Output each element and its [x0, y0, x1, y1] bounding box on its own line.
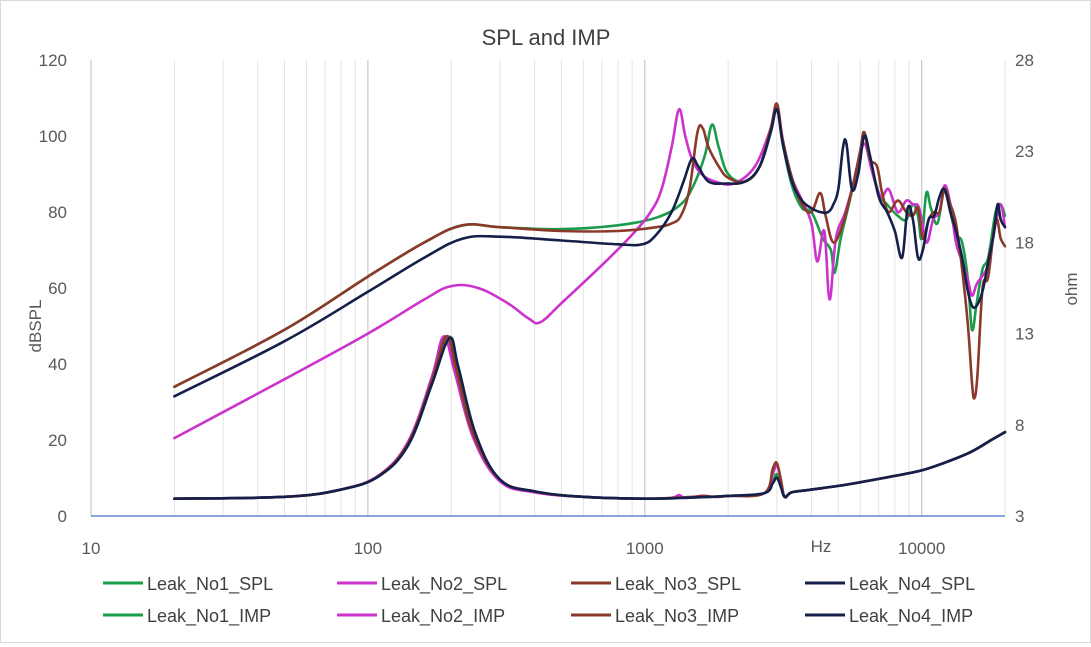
- x-tick-label: 1000: [626, 539, 664, 558]
- legend-label: Leak_No4_IMP: [849, 606, 973, 627]
- series-line-leak-no1-spl: [173, 104, 1007, 389]
- y-tick-label: 40: [48, 355, 67, 374]
- y2-tick-label: 3: [1015, 507, 1024, 526]
- legend: Leak_No1_SPL Leak_No2_SPL Leak_No3_SPL Leak…: [103, 574, 975, 627]
- axes: 10 100 1000 10000 0 20 40 60 80 100 120 3 8 13 18 23 28: [39, 51, 1034, 558]
- y-tick-label: 120: [39, 51, 67, 70]
- x-tick-label: 100: [354, 539, 382, 558]
- legend-label: Leak_No1_SPL: [147, 574, 273, 595]
- series-line-leak-no2-spl: [173, 104, 1007, 440]
- x-axis-title: Hz: [811, 537, 832, 556]
- y-tick-label: 80: [48, 203, 67, 222]
- y-tick-label: 60: [48, 279, 67, 298]
- legend-label: Leak_No4_SPL: [849, 574, 975, 595]
- legend-label: Leak_No3_IMP: [615, 606, 739, 627]
- y2-tick-label: 28: [1015, 51, 1034, 70]
- x-tick-label: 10000: [898, 539, 945, 558]
- y2-tick-label: 23: [1015, 142, 1034, 161]
- series-line-leak-no3-imp: [173, 335, 1007, 500]
- series-line-leak-no2-imp: [173, 335, 1007, 501]
- series-line-leak-no4-imp: [173, 336, 1007, 500]
- y2-tick-label: 13: [1015, 325, 1034, 344]
- y-tick-label: 0: [58, 507, 67, 526]
- x-tick-label: 10: [82, 539, 101, 558]
- y-tick-label: 100: [39, 127, 67, 146]
- y-axis-title: dBSPL: [26, 300, 45, 353]
- series-line-leak-no3-spl: [173, 102, 1007, 400]
- y2-tick-label: 8: [1015, 416, 1024, 435]
- legend-label: Leak_No3_SPL: [615, 574, 741, 595]
- legend-label: Leak_No2_SPL: [381, 574, 507, 595]
- y2-axis-title: ohm: [1062, 272, 1081, 305]
- y-tick-label: 20: [48, 431, 67, 450]
- chart-title: SPL and IMP: [482, 25, 611, 50]
- legend-label: Leak_No1_IMP: [147, 606, 271, 627]
- series-line-leak-no4-spl: [173, 108, 1007, 398]
- series-line-leak-no1-imp: [173, 335, 1007, 500]
- y2-tick-label: 18: [1015, 233, 1034, 252]
- grid: [90, 60, 1006, 516]
- legend-label: Leak_No2_IMP: [381, 606, 505, 627]
- series-lines: [173, 102, 1007, 501]
